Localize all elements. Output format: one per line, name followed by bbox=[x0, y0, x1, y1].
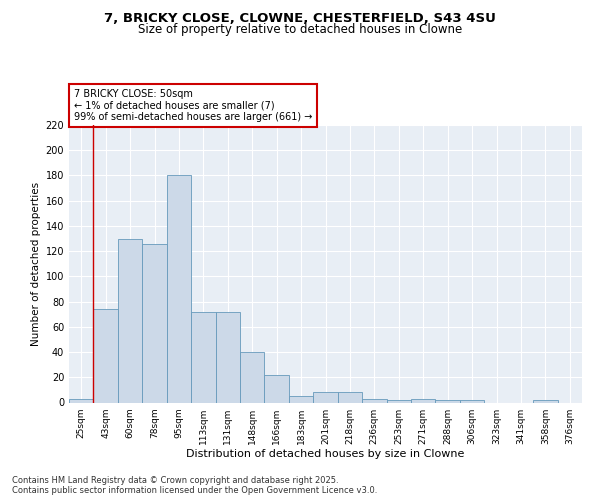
Bar bbox=[362, 398, 386, 402]
Bar bbox=[265, 375, 289, 402]
Text: 7 BRICKY CLOSE: 50sqm
← 1% of detached houses are smaller (7)
99% of semi-detach: 7 BRICKY CLOSE: 50sqm ← 1% of detached h… bbox=[74, 89, 313, 122]
Y-axis label: Number of detached properties: Number of detached properties bbox=[31, 182, 41, 346]
Bar bbox=[436, 400, 460, 402]
Text: Contains HM Land Registry data © Crown copyright and database right 2025.
Contai: Contains HM Land Registry data © Crown c… bbox=[12, 476, 377, 495]
Bar bbox=[142, 244, 167, 402]
Bar bbox=[118, 238, 142, 402]
Bar bbox=[460, 400, 484, 402]
Bar bbox=[240, 352, 265, 403]
Bar bbox=[167, 176, 191, 402]
Text: 7, BRICKY CLOSE, CLOWNE, CHESTERFIELD, S43 4SU: 7, BRICKY CLOSE, CLOWNE, CHESTERFIELD, S… bbox=[104, 12, 496, 26]
Bar bbox=[386, 400, 411, 402]
Bar bbox=[69, 398, 94, 402]
Bar bbox=[533, 400, 557, 402]
Bar bbox=[313, 392, 338, 402]
Bar bbox=[94, 309, 118, 402]
Bar bbox=[411, 398, 436, 402]
Bar bbox=[338, 392, 362, 402]
X-axis label: Distribution of detached houses by size in Clowne: Distribution of detached houses by size … bbox=[187, 450, 464, 460]
Text: Size of property relative to detached houses in Clowne: Size of property relative to detached ho… bbox=[138, 22, 462, 36]
Bar bbox=[191, 312, 215, 402]
Bar bbox=[215, 312, 240, 402]
Bar bbox=[289, 396, 313, 402]
